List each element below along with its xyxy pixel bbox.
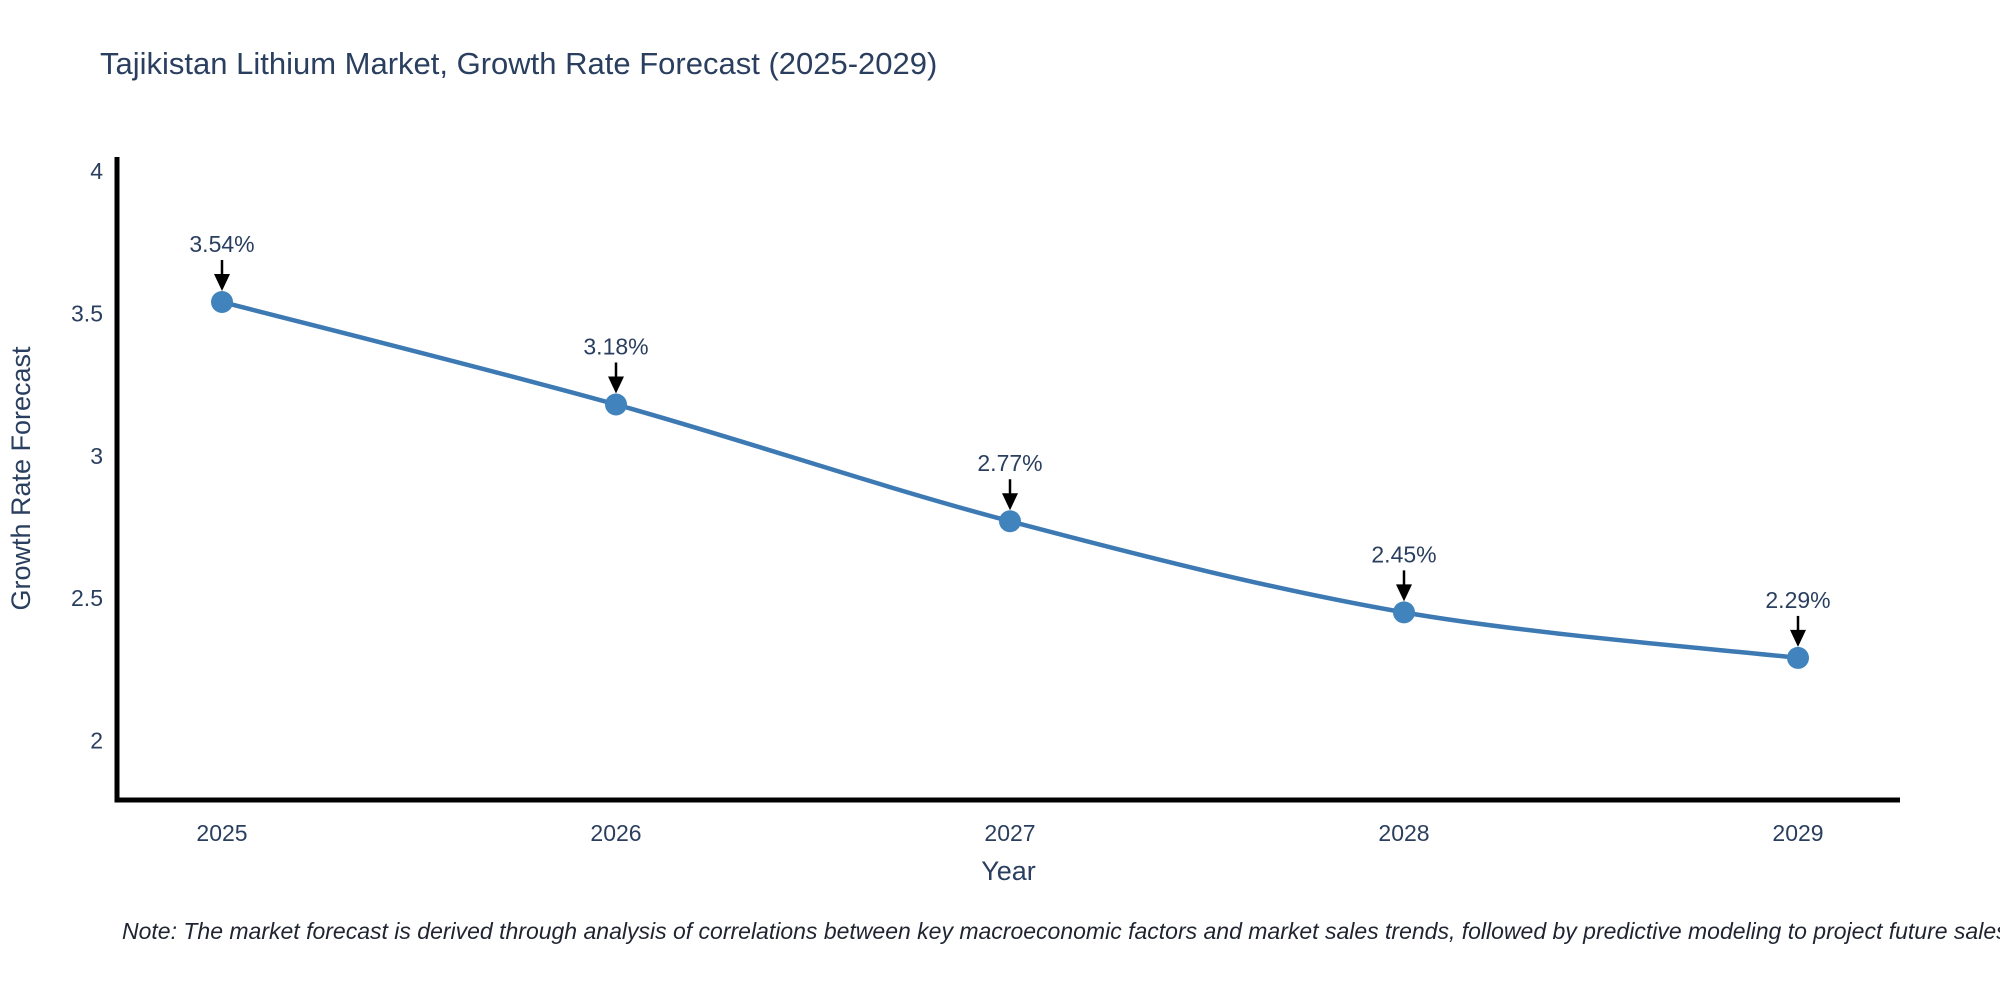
data-point-marker: [1393, 601, 1415, 624]
annotation-arrowhead: [1396, 584, 1412, 602]
annotation-arrowhead: [1002, 493, 1018, 511]
annotation-label: 2.77%: [977, 450, 1042, 476]
annotation-arrowhead: [1790, 629, 1806, 647]
data-point-marker: [999, 510, 1021, 533]
y-tick-label: 4: [90, 158, 103, 184]
annotation-label: 2.29%: [1765, 587, 1830, 613]
footnote: Note: The market forecast is derived thr…: [122, 918, 2000, 944]
y-tick-label: 2.5: [71, 585, 103, 611]
y-tick-label: 3: [90, 443, 103, 469]
annotation-label: 2.45%: [1371, 541, 1436, 567]
annotation-label: 3.18%: [583, 333, 648, 359]
data-point-marker: [211, 290, 233, 313]
data-point-marker: [1787, 646, 1809, 669]
x-tick-label: 2026: [590, 820, 641, 846]
x-tick-label: 2025: [196, 820, 247, 846]
x-tick-label: 2027: [984, 820, 1035, 846]
x-tick-label: 2028: [1378, 820, 1429, 846]
annotation-label: 3.54%: [189, 231, 254, 257]
data-point-marker: [605, 393, 627, 416]
y-tick-label: 2: [90, 728, 103, 754]
annotation-arrowhead: [214, 273, 230, 291]
x-axis-title: Year: [981, 856, 1036, 886]
chart-title: Tajikistan Lithium Market, Growth Rate F…: [100, 46, 938, 81]
y-tick-label: 3.5: [71, 300, 103, 326]
y-axis-title: Growth Rate Forecast: [6, 346, 36, 611]
x-tick-label: 2029: [1772, 820, 1823, 846]
annotation-arrowhead: [608, 376, 624, 394]
